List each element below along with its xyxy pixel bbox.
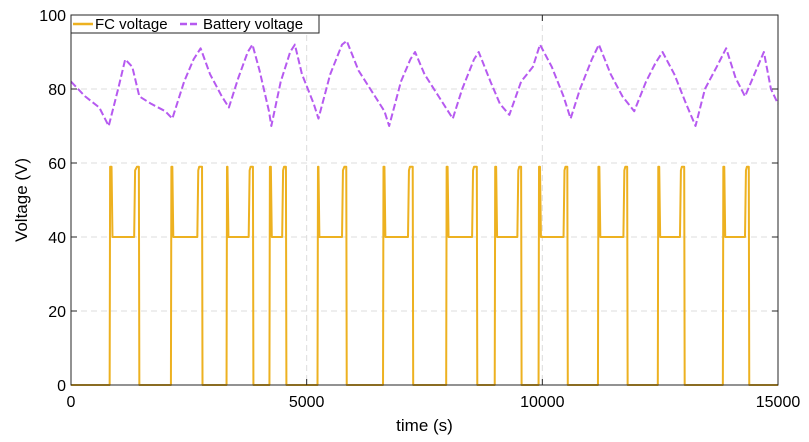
tick-labels: 0 5000 10000 15000 0 20 40 60 80 100 [39, 8, 800, 411]
y-tick-label: 100 [39, 8, 66, 25]
series-line-battery-voltage [70, 39, 779, 127]
legend: FC voltage Battery voltage [70, 14, 320, 34]
legend-label-fc-voltage: FC voltage [95, 16, 168, 33]
y-tick-label: 40 [48, 230, 66, 247]
x-axis-title: time (s) [396, 416, 453, 435]
x-tick-label: 10000 [520, 394, 565, 411]
y-tick-label: 60 [48, 156, 66, 173]
grid-lines [71, 15, 778, 385]
y-axis-title: Voltage (V) [12, 158, 31, 242]
x-tick-label: 0 [67, 394, 76, 411]
plot-frame [70, 14, 779, 386]
legend-label-battery-voltage: Battery voltage [203, 16, 303, 33]
y-tick-label: 0 [57, 378, 66, 395]
y-tick-label: 20 [48, 304, 66, 321]
y-tick-label: 80 [48, 82, 66, 99]
x-tick-label: 15000 [756, 394, 801, 411]
axis-ticks [70, 14, 779, 386]
x-tick-label: 5000 [289, 394, 325, 411]
